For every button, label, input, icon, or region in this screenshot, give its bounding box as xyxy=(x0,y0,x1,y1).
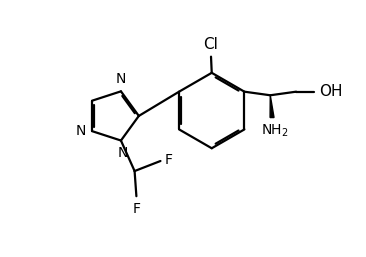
Text: N: N xyxy=(117,146,128,160)
Text: OH: OH xyxy=(319,84,343,99)
Text: F: F xyxy=(132,201,141,216)
Text: NH$_2$: NH$_2$ xyxy=(261,122,289,139)
Polygon shape xyxy=(270,95,274,117)
Text: N: N xyxy=(75,124,86,138)
Text: N: N xyxy=(116,72,126,86)
Text: F: F xyxy=(165,153,173,167)
Text: Cl: Cl xyxy=(203,37,219,52)
